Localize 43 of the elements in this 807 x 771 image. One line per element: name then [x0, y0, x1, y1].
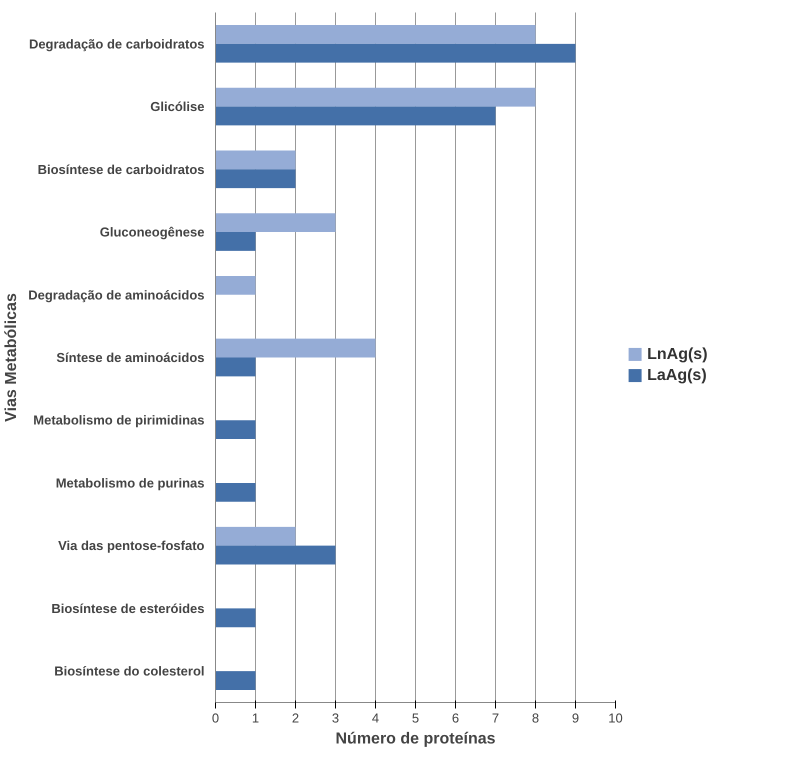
legend-label: LnAg(s) [647, 346, 708, 363]
bar [216, 671, 256, 690]
bar [216, 276, 256, 295]
x-tick-label: 1 [252, 710, 260, 726]
x-tick-label: 6 [452, 710, 460, 726]
bar [216, 25, 536, 44]
x-tick-label: 0 [212, 710, 220, 726]
x-tick-label: 9 [572, 710, 580, 726]
bar [216, 358, 256, 376]
bar [216, 44, 576, 63]
bar [216, 482, 256, 502]
x-tick-label: 5 [412, 710, 420, 726]
bar [216, 150, 296, 170]
bar [216, 338, 376, 358]
x-tick-label: 10 [608, 710, 623, 726]
y-tick-label: Síntese de aminoácidos [56, 350, 205, 365]
y-tick-label: Gluconeogênese [100, 224, 204, 240]
bar [216, 213, 336, 232]
y-tick-label: Degradação de carboidratos [28, 36, 205, 52]
y-tick-label: Biosíntese de esteróides [51, 600, 205, 616]
y-tick-label: Via das pentose-fosfato [58, 538, 205, 554]
bar [216, 608, 256, 628]
x-tick-label: 7 [492, 710, 500, 726]
y-tick-label: Metabolismo de pirimidinas [33, 412, 205, 428]
x-axis-title: Número de proteínas [335, 730, 496, 748]
bar [216, 420, 256, 440]
bar [216, 232, 256, 251]
y-axis-title: Vias Metabólicas [3, 293, 20, 422]
y-tick-label: Biosíntese de carboidratos [38, 162, 205, 177]
bar [216, 526, 296, 546]
x-tick-label: 4 [372, 710, 380, 726]
y-tick-label: Degradação de aminoácidos [28, 287, 204, 302]
bar [216, 88, 536, 107]
legend-label: LaAg(s) [647, 367, 707, 384]
bar [216, 169, 296, 188]
bar [216, 106, 496, 126]
bar [216, 546, 336, 564]
x-tick-label: 8 [532, 710, 540, 726]
x-tick-label: 3 [332, 710, 340, 726]
x-tick-label: 2 [292, 710, 300, 726]
y-tick-label: Metabolismo de purinas [56, 475, 205, 490]
y-tick-label: Biosíntese do colesterol [54, 664, 205, 679]
y-tick-label: Glicólise [150, 99, 205, 114]
